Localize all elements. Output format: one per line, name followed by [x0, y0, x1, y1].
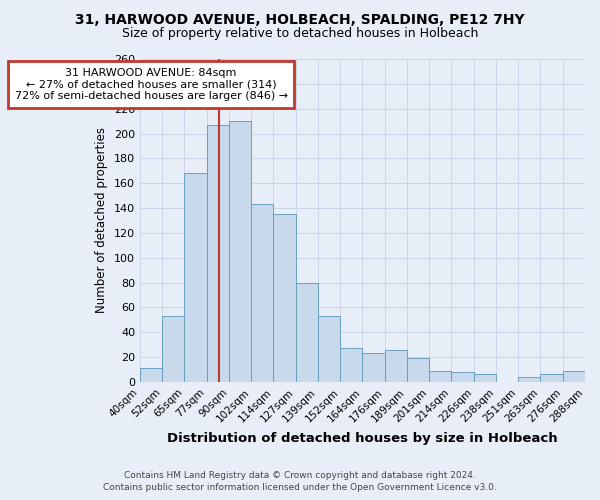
- Bar: [296, 282, 318, 382]
- Text: 31, HARWOOD AVENUE, HOLBEACH, SPALDING, PE12 7HY: 31, HARWOOD AVENUE, HOLBEACH, SPALDING, …: [75, 12, 525, 26]
- Bar: [206, 125, 229, 382]
- Bar: [162, 316, 184, 382]
- Y-axis label: Number of detached properties: Number of detached properties: [95, 128, 108, 314]
- Text: Contains HM Land Registry data © Crown copyright and database right 2024.
Contai: Contains HM Land Registry data © Crown c…: [103, 471, 497, 492]
- Bar: [229, 121, 251, 382]
- Bar: [451, 372, 474, 382]
- Bar: [385, 350, 407, 382]
- Bar: [140, 368, 162, 382]
- Bar: [318, 316, 340, 382]
- Bar: [518, 377, 541, 382]
- Text: Size of property relative to detached houses in Holbeach: Size of property relative to detached ho…: [122, 28, 478, 40]
- Bar: [184, 174, 206, 382]
- Bar: [541, 374, 563, 382]
- Bar: [474, 374, 496, 382]
- Bar: [340, 348, 362, 382]
- Text: 31 HARWOOD AVENUE: 84sqm
← 27% of detached houses are smaller (314)
72% of semi-: 31 HARWOOD AVENUE: 84sqm ← 27% of detach…: [14, 68, 287, 101]
- Bar: [563, 371, 585, 382]
- Bar: [362, 354, 385, 382]
- Bar: [429, 371, 451, 382]
- Bar: [251, 204, 274, 382]
- Bar: [407, 358, 429, 382]
- X-axis label: Distribution of detached houses by size in Holbeach: Distribution of detached houses by size …: [167, 432, 558, 445]
- Bar: [274, 214, 296, 382]
